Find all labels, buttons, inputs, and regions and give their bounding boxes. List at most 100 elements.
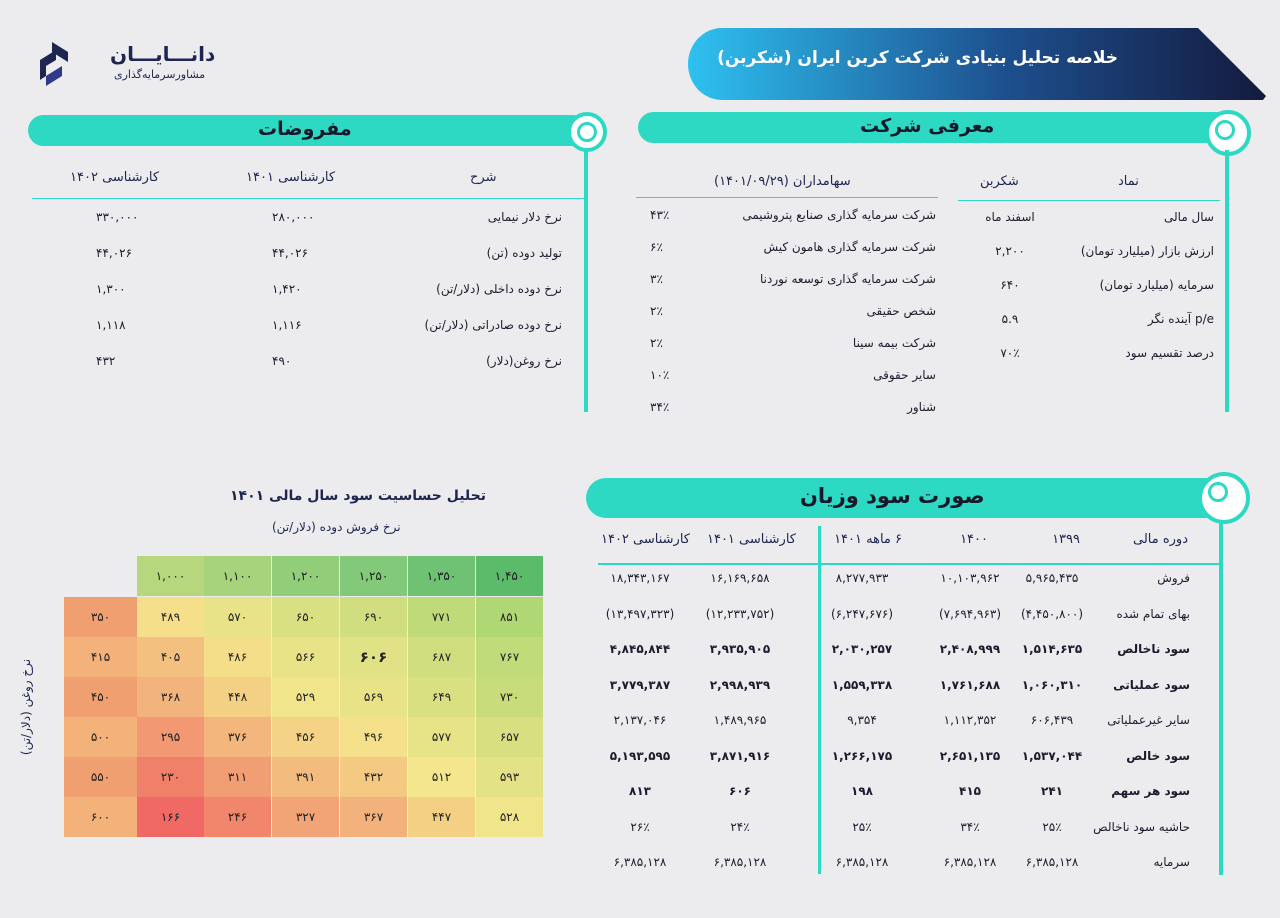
heatmap-cell: ۶۰۶ xyxy=(340,637,407,677)
income-row-label: سود خالص xyxy=(1126,748,1190,763)
income-header-cell: دوره مالی xyxy=(1132,532,1188,547)
income-row-value: ۱,۱۱۲,۳۵۲ xyxy=(943,713,997,727)
heatmap-cell: ۸۵۱ xyxy=(476,597,543,637)
company-info-label: سال مالی xyxy=(1164,210,1214,224)
income-row-value: ۱۹۸ xyxy=(851,784,873,798)
heatmap-cell: ۳۷۶ xyxy=(204,717,271,757)
income-row-value: ۲۴٪ xyxy=(730,819,750,834)
heatmap-cell: ۴۴۸ xyxy=(204,677,271,717)
company-divider xyxy=(1225,150,1229,412)
company-info-value: ۲,۲۰۰ xyxy=(995,244,1025,258)
heatmap-cell: ۶۵۷ xyxy=(476,717,543,757)
income-header-cell: کارشناسی ۱۴۰۱ xyxy=(706,532,796,547)
heatmap-cell: ۶۵۰ xyxy=(272,597,339,637)
company-info-header: نماد xyxy=(1118,174,1139,189)
heatmap-cell: ۵۲۹ xyxy=(272,677,339,717)
company-info-label: درصد تقسیم سود xyxy=(1125,346,1214,360)
income-row-label: سایر غیرعملیاتی xyxy=(1107,713,1190,727)
shareholder-pct: ۲٪ xyxy=(650,336,663,350)
heatmap-cell: ۵۷۰ xyxy=(204,597,271,637)
income-row-value: ۳,۹۳۵,۹۰۵ xyxy=(709,642,771,656)
sensitivity-row-axis-label: نرخ روغن (دلار/تن) xyxy=(19,658,34,756)
assumptions-row-label: نرخ روغن(دلار) xyxy=(486,354,562,368)
income-row-label: سود ناخالص xyxy=(1117,642,1190,656)
income-row-value: ۲۵٪ xyxy=(1042,819,1062,834)
main-banner: خلاصه تحلیل بنیادی شرکت کربن ایران (شکرب… xyxy=(688,28,1268,100)
assumptions-row-label: نرخ دوده صادراتی (دلار/تن) xyxy=(424,318,562,332)
income-row-value: ۱,۵۱۴,۶۳۵ xyxy=(1021,642,1083,656)
company-info-label: سرمایه (میلیارد تومان) xyxy=(1099,278,1214,292)
income-row-value: ۳۴٪ xyxy=(960,819,980,834)
income-row-value: ۲۴۱ xyxy=(1041,784,1063,798)
assumptions-row-1402: ۱,۱۱۸ xyxy=(96,318,126,332)
sensitivity-col-axis-label: نرخ فروش دوده (دلار/تن) xyxy=(272,520,401,534)
heatmap-row-header: ۵۵۰ xyxy=(64,757,137,797)
income-row-label: سرمایه xyxy=(1153,855,1190,869)
income-row-value: ۱۶,۱۶۹,۶۵۸ xyxy=(710,571,770,585)
income-header-cell: ۱۴۰۰ xyxy=(960,532,988,547)
income-row-value: ۶,۳۸۵,۱۲۸ xyxy=(943,855,997,869)
heatmap-cell: ۴۸۹ xyxy=(137,597,204,637)
shareholder-pct: ۲٪ xyxy=(650,304,663,318)
heatmap-cell: ۵۹۳ xyxy=(476,757,543,797)
income-row-value: ۱۰,۱۰۳,۹۶۲ xyxy=(940,571,1000,585)
income-row-value: ۲,۱۳۷,۰۴۶ xyxy=(613,713,667,727)
income-row-value: (۴,۴۵۰,۸۰۰) xyxy=(1020,606,1084,621)
income-header-line xyxy=(598,563,1222,565)
heatmap-cell: ۲۳۰ xyxy=(137,757,204,797)
assumptions-row-label: نرخ دوده داخلی (دلار/تن) xyxy=(436,282,562,296)
income-row-value: (۶,۲۴۷,۶۷۶) xyxy=(830,606,894,621)
income-row-value: ۲۵٪ xyxy=(852,819,872,834)
assumptions-row-1401: ۴۹۰ xyxy=(272,354,292,368)
income-row-value: ۴۱۵ xyxy=(959,784,981,798)
assumptions-header-cell: کارشناسی ۱۴۰۱ xyxy=(246,170,336,185)
shareholders-header: سهامداران (۱۴۰۱/۰۹/۲۹) xyxy=(714,174,851,189)
income-row-value: ۳,۷۷۹,۳۸۷ xyxy=(609,677,671,692)
shareholder-pct: ۴۳٪ xyxy=(650,208,670,222)
heatmap-cell: ۵۱۲ xyxy=(408,757,475,797)
assumptions-row-1401: ۴۴,۰۲۶ xyxy=(272,246,309,260)
assumptions-row-1401: ۱,۴۲۰ xyxy=(272,282,302,296)
income-row-label: فروش xyxy=(1157,571,1190,585)
heatmap-cell: ۴۰۵ xyxy=(137,637,204,677)
income-row-value: ۶۰۶ xyxy=(729,784,751,798)
assumptions-circle-icon xyxy=(567,112,607,152)
income-row-value: ۲,۰۳۰,۲۵۷ xyxy=(831,642,893,656)
heatmap-cell: ۳۶۷ xyxy=(340,797,407,837)
heatmap-cell: ۴۸۶ xyxy=(204,637,271,677)
company-info-header-line xyxy=(958,200,1220,201)
heatmap-cell: ۲۴۶ xyxy=(204,797,271,837)
heatmap-cell: ۷۶۷ xyxy=(476,637,543,677)
assumptions-header-line xyxy=(32,198,584,199)
shareholder-name: شرکت سرمایه گذاری هامون کیش xyxy=(763,240,936,254)
income-row-value: ۱,۰۶۰,۳۱۰ xyxy=(1021,677,1083,692)
income-row-value: ۶,۳۸۵,۱۲۸ xyxy=(713,855,767,869)
heatmap-cell: ۴۴۷ xyxy=(408,797,475,837)
assumptions-row-label: تولید دوده (تن) xyxy=(486,246,562,260)
heatmap-cell: ۶۴۹ xyxy=(408,677,475,717)
assumptions-row-label: نرخ دلار نیمایی xyxy=(487,210,562,224)
income-row-value: ۱۸,۳۴۳,۱۶۷ xyxy=(610,571,670,585)
income-row-value: ۱,۵۵۹,۳۳۸ xyxy=(831,677,893,692)
heatmap-col-header: ۱,۲۵۰ xyxy=(340,556,407,596)
company-info-value: ۶۴۰ xyxy=(1000,278,1020,292)
income-row-value: ۶,۳۸۵,۱۲۸ xyxy=(1025,855,1079,869)
heatmap-row-header: ۴۱۵ xyxy=(64,637,137,677)
heatmap-cell: ۷۳۰ xyxy=(476,677,543,717)
heatmap-cell: ۳۹۱ xyxy=(272,757,339,797)
heatmap-cell: ۱۶۶ xyxy=(137,797,204,837)
income-row-label: سود عملیاتی xyxy=(1113,677,1190,692)
assumptions-row-1402: ۴۳۲ xyxy=(96,354,116,368)
shareholder-pct: ۱۰٪ xyxy=(650,368,670,382)
income-header-cell: کارشناسی ۱۴۰۲ xyxy=(600,532,690,547)
heatmap-corner xyxy=(64,556,137,597)
assumptions-header-cell: کارشناسی ۱۴۰۲ xyxy=(70,170,160,185)
income-row-value: (۷,۶۹۴,۹۶۳) xyxy=(938,606,1002,621)
assumptions-header-cell: شرح xyxy=(470,170,497,185)
shareholder-name: شرکت سرمایه گذاری صنایع پتروشیمی xyxy=(742,208,936,222)
company-title: معرفی شرکت xyxy=(860,115,995,137)
company-header-bar xyxy=(638,112,1232,143)
income-row-value: ۵,۹۶۵,۴۳۵ xyxy=(1025,571,1079,585)
assumptions-row-1401: ۱,۱۱۶ xyxy=(272,318,302,332)
income-row-value: ۲,۹۹۸,۹۳۹ xyxy=(709,677,771,692)
